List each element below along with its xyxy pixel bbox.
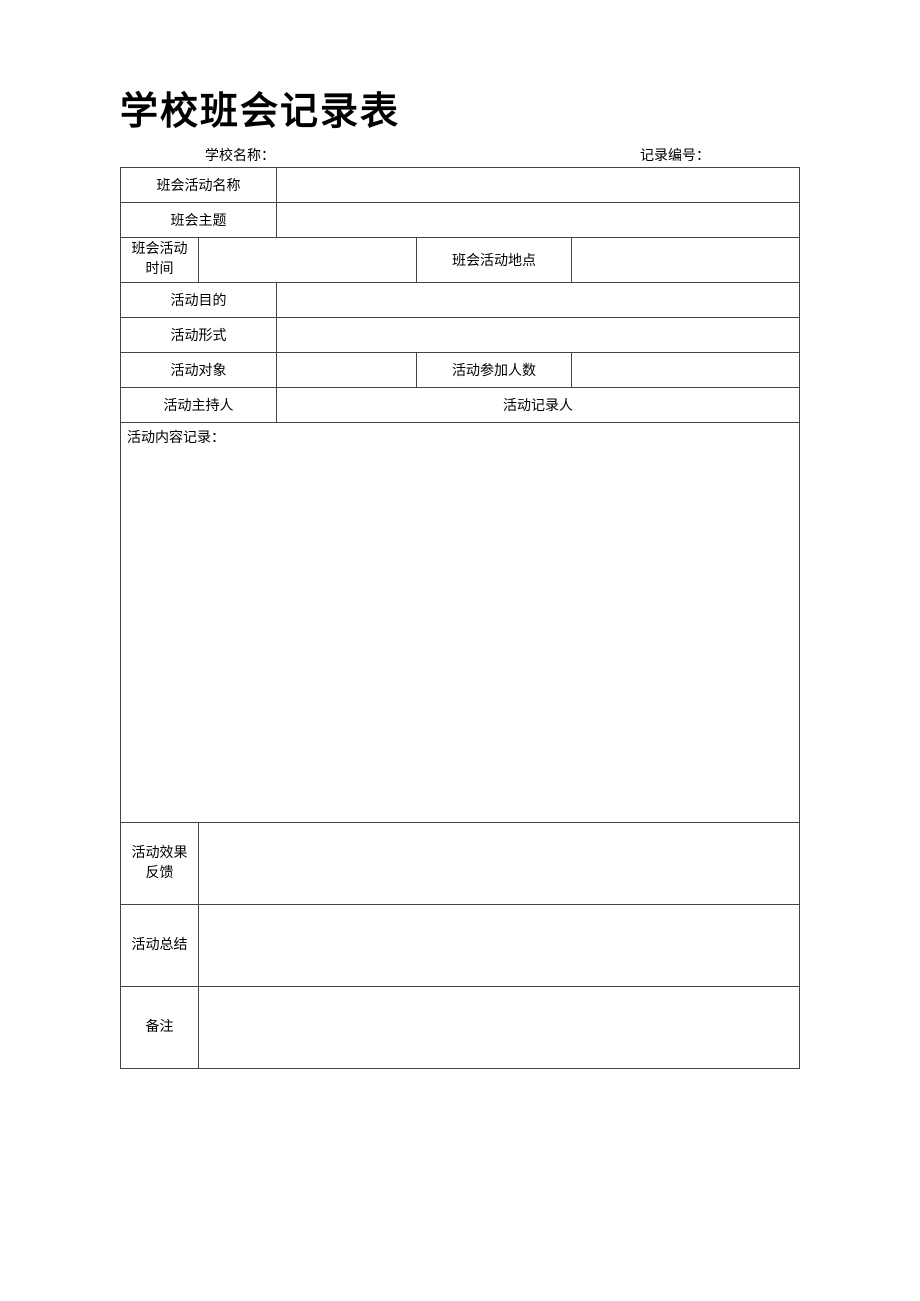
table-row: 班会活动名称 [121,168,800,203]
audience-value [277,353,417,388]
summary-value [199,905,800,987]
header-info: 学校名称： 记录编号： [120,145,800,165]
table-row: 活动形式 [121,318,800,353]
school-name-label: 学校名称： [120,145,280,165]
table-row: 活动主持人 活动记录人 [121,388,800,423]
content-cell: 活动内容记录： [121,423,800,823]
time-value [199,238,417,283]
content-label: 活动内容记录： [127,431,225,446]
theme-label: 班会主题 [121,203,277,238]
header-spacer [280,145,640,165]
page-title: 学校班会记录表 [120,80,800,135]
table-row: 活动对象 活动参加人数 [121,353,800,388]
remarks-value [199,987,800,1069]
location-label: 班会活动地点 [417,238,572,283]
table-row: 活动效果反馈 [121,823,800,905]
location-value [572,238,800,283]
summary-label: 活动总结 [121,905,199,987]
table-row: 班会主题 [121,203,800,238]
activity-name-value [277,168,800,203]
participants-label: 活动参加人数 [417,353,572,388]
audience-label: 活动对象 [121,353,277,388]
time-label: 班会活动时间 [121,238,199,283]
record-table: 班会活动名称 班会主题 班会活动时间 班会活动地点 活动目的 活动形式 活动对象… [120,167,800,1069]
recorder-label: 活动记录人 [277,388,800,423]
table-row: 活动内容记录： [121,423,800,823]
participants-value [572,353,800,388]
theme-value [277,203,800,238]
format-value [277,318,800,353]
feedback-label: 活动效果反馈 [121,823,199,905]
feedback-value [199,823,800,905]
table-row: 备注 [121,987,800,1069]
table-row: 活动目的 [121,283,800,318]
remarks-label: 备注 [121,987,199,1069]
record-number-label: 记录编号： [640,145,800,165]
activity-name-label: 班会活动名称 [121,168,277,203]
purpose-label: 活动目的 [121,283,277,318]
format-label: 活动形式 [121,318,277,353]
table-row: 活动总结 [121,905,800,987]
purpose-value [277,283,800,318]
host-label: 活动主持人 [121,388,277,423]
table-row: 班会活动时间 班会活动地点 [121,238,800,283]
